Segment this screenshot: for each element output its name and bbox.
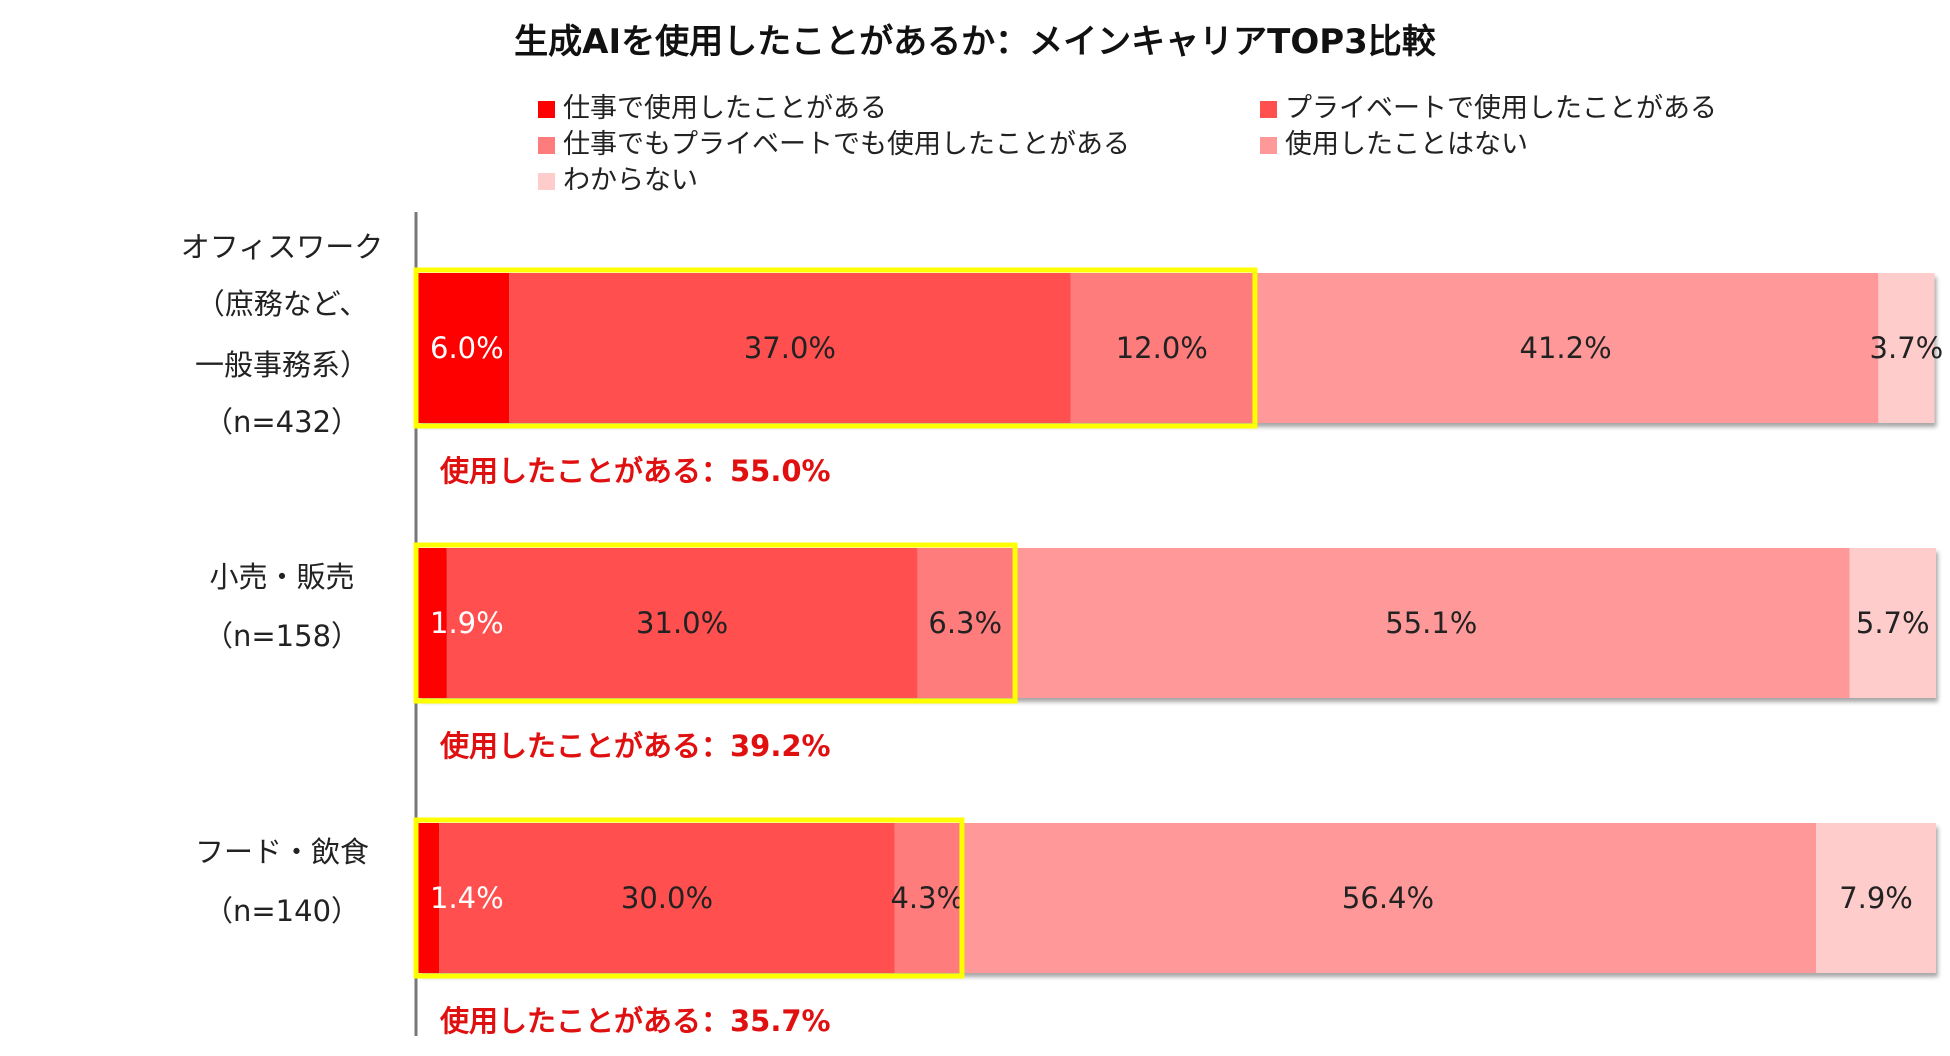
bar-segment [917,548,1014,698]
bar-segment [1013,548,1850,698]
segment-value-label: 1.4% [430,881,504,915]
legend-item-never: 使用したことはない [1260,122,1528,161]
segment-value-label: 5.7% [1856,606,1930,640]
segment-value-label: 37.0% [744,331,836,365]
category-label: 小売・販売 [209,560,354,594]
legend-swatch-unknown [538,173,555,190]
legend-item-private: プライベートで使用したことがある [1260,86,1717,125]
bar-segment [509,273,1071,423]
bar-segment [1878,273,1935,423]
bar-segment [1849,548,1936,698]
segment-value-label: 30.0% [621,881,713,915]
bar-segment [1252,273,1879,423]
bar-group [418,823,1936,973]
category-label: フード・飲食 [195,835,369,869]
bar-segment [439,823,895,973]
segment-value-label: 56.4% [1342,881,1434,915]
category-label: （n=140） [204,894,360,928]
segment-value-label: 55.1% [1385,606,1477,640]
used-share-highlight-box [413,267,1258,429]
bar-segment [959,823,1817,973]
segment-value-label: 6.0% [430,331,504,365]
bar-segment [1816,823,1936,973]
legend-label-work: 仕事で使用したことがある [563,93,887,124]
legend-label-never: 使用したことはない [1285,129,1528,160]
segment-value-label: 1.9% [430,606,504,640]
used-share-summary: 使用したことがある：55.0% [439,454,831,488]
segment-value-label: 12.0% [1116,331,1208,365]
legend-label-private: プライベートで使用したことがある [1285,93,1717,124]
bar-segment [418,823,440,973]
bar-segment [894,823,960,973]
legend-label-unknown: わからない [563,165,698,196]
category-label: オフィスワーク [181,230,383,264]
used-share-summary: 使用したことがある：35.7% [439,1004,831,1038]
legend-swatch-work [538,101,555,118]
bar-group [418,548,1936,698]
chart-title: 生成AIを使用したことがあるか：メインキャリアTOP3比較 [514,22,1436,62]
category-label: （n=432） [204,405,360,439]
bar-segment [446,548,918,698]
bar-segment [1070,273,1253,423]
used-share-highlight-box [413,542,1018,704]
legend-item-work: 仕事で使用したことがある [538,86,887,125]
category-label: （n=158） [204,619,360,653]
legend-label-both: 仕事でもプライベートでも使用したことがある [563,129,1130,160]
used-share-summary: 使用したことがある：39.2% [439,729,831,763]
bar-group [418,273,1935,423]
segment-value-label: 6.3% [928,606,1002,640]
segment-value-label: 3.7% [1870,331,1944,365]
segment-value-label: 4.3% [890,881,964,915]
segment-value-label: 31.0% [636,606,728,640]
legend-swatch-private [1260,101,1277,118]
segment-value-label: 7.9% [1839,881,1913,915]
legend-swatch-both [538,137,555,154]
legend-item-unknown: わからない [538,158,698,197]
used-share-highlight-box [413,817,965,979]
segment-value-label: 41.2% [1520,331,1612,365]
bar-segment [418,548,447,698]
bar-segment [418,273,510,423]
category-label: 一般事務系） [195,348,369,382]
category-label: （庶務など、 [196,287,369,321]
legend: 仕事で使用したことがある プライベートで使用したことがある 仕事でもプライベート… [538,86,1838,196]
legend-item-both: 仕事でもプライベートでも使用したことがある [538,122,1130,161]
legend-swatch-never [1260,137,1277,154]
